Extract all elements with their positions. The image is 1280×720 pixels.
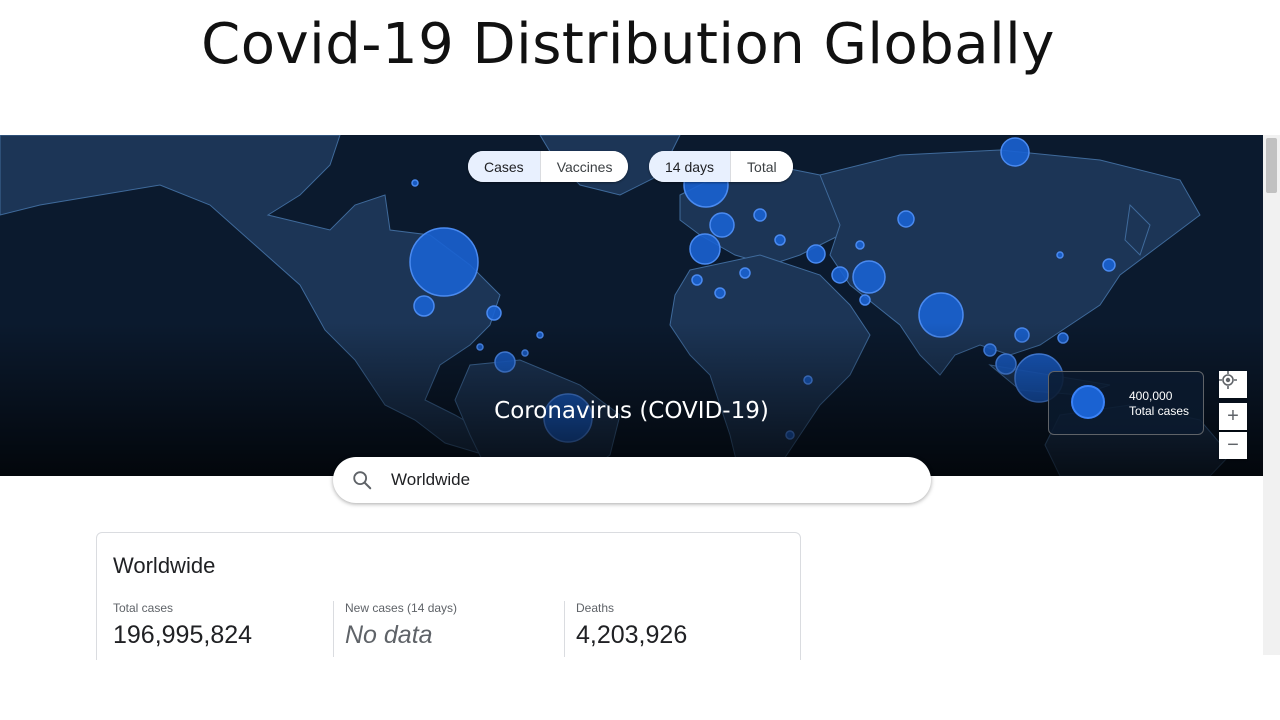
stat-deaths: Deaths 4,203,926 <box>576 601 687 650</box>
stat-value: 4,203,926 <box>576 621 688 649</box>
stat-label: Deaths <box>576 601 615 615</box>
stat-label: Total cases <box>113 601 174 615</box>
crosshair-icon <box>1219 371 1237 389</box>
map-canvas[interactable] <box>0 135 1263 476</box>
stat-label: New cases (14 days) <box>345 601 458 615</box>
stat-value: 196,995,824 <box>113 621 253 649</box>
tab-vaccines[interactable]: Vaccines <box>539 151 629 182</box>
scrollbar-thumb[interactable] <box>1266 138 1277 193</box>
slide-title: Covid-19 Distribution Globally <box>201 12 1055 77</box>
stat-divider <box>333 601 334 657</box>
map-title: Coronavirus (COVID-19) <box>494 398 769 424</box>
stat-value: No data <box>345 621 433 649</box>
my-location-button[interactable] <box>1219 371 1247 398</box>
stat-new-cases: New cases (14 days) No data <box>345 601 457 650</box>
zoom-out-button[interactable]: − <box>1219 432 1247 459</box>
world-map[interactable]: Cases Vaccines 14 days Total Coronavirus… <box>0 135 1263 476</box>
zoom-in-button[interactable]: + <box>1219 403 1247 430</box>
stats-region-title: Worldwide <box>113 553 216 578</box>
stats-card: Worldwide Total cases 196,995,824 New ca… <box>96 532 801 674</box>
metric-toggle: Cases Vaccines <box>468 151 629 182</box>
map-legend: 400,000 Total cases <box>1048 371 1204 435</box>
location-search[interactable] <box>333 457 931 503</box>
legend-value: 400,000 <box>1129 389 1173 403</box>
stat-total-cases: Total cases 196,995,824 <box>113 601 252 650</box>
range-toggle: 14 days Total <box>649 151 793 182</box>
page-scrollbar[interactable] <box>1263 135 1280 655</box>
search-input[interactable] <box>389 469 873 491</box>
tab-total[interactable]: Total <box>730 151 793 182</box>
legend-label: Total cases <box>1129 404 1190 418</box>
tab-14-days[interactable]: 14 days <box>649 151 731 182</box>
page-bottom-mask <box>0 660 1280 720</box>
search-icon <box>353 471 372 490</box>
tab-cases[interactable]: Cases <box>468 151 540 182</box>
legend-circle-icon <box>1071 385 1105 419</box>
stat-divider <box>564 601 565 657</box>
